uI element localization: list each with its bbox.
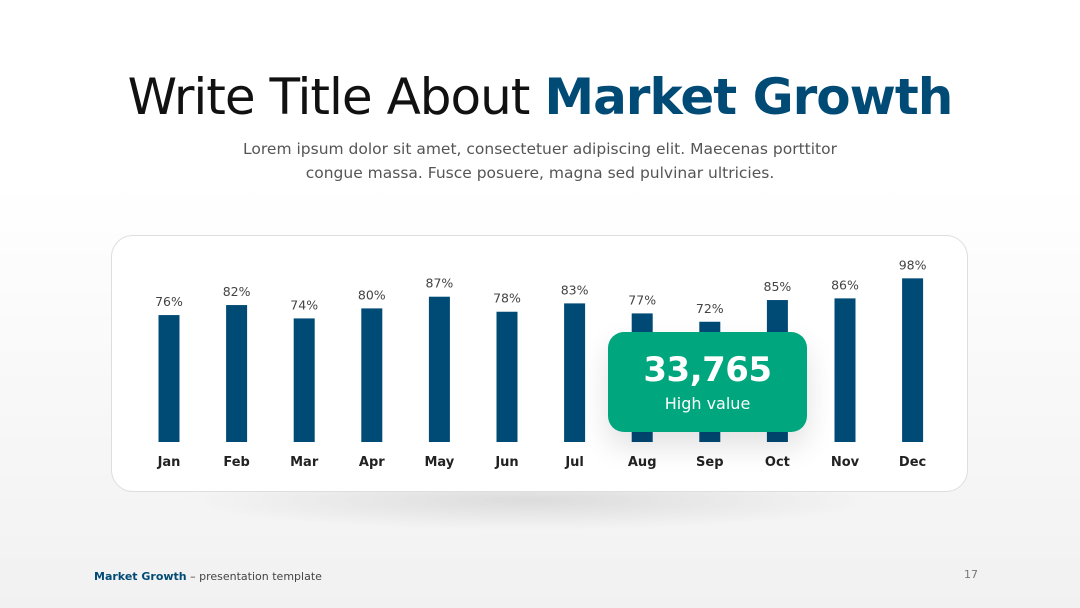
chart-card: 76% Jan 82% Feb 74% Mar 80% Apr 87% May 78% Jun 83% J…: [111, 235, 968, 492]
bar-feb: [226, 305, 248, 442]
value-label-mar: 74%: [290, 297, 318, 312]
callout-label: High value: [664, 394, 751, 413]
value-label-jun: 78%: [493, 291, 521, 306]
value-label-oct: 85%: [764, 279, 792, 294]
value-label-dec: 98%: [899, 257, 927, 272]
page-title: Write Title About Market Growth: [0, 68, 1080, 126]
x-tick-label-aug: Aug: [628, 455, 657, 470]
page-number: 17: [964, 568, 978, 581]
value-label-feb: 82%: [223, 284, 251, 299]
value-label-sep: 72%: [696, 301, 724, 316]
value-label-apr: 80%: [358, 287, 386, 302]
x-tick-label-jun: Jun: [494, 455, 518, 470]
value-label-aug: 77%: [628, 292, 656, 307]
bar-jan: [158, 315, 180, 442]
bar-jun: [496, 311, 518, 442]
title-plain: Write Title About: [127, 68, 545, 126]
x-tick-label-mar: Mar: [290, 455, 319, 470]
bar-may: [428, 296, 450, 442]
x-tick-label-jan: Jan: [157, 455, 181, 470]
value-label-may: 87%: [426, 276, 454, 291]
bar-nov: [834, 298, 856, 442]
x-tick-label-oct: Oct: [765, 455, 790, 470]
high-value-callout: 33,765 High value: [608, 332, 807, 432]
x-tick-label-sep: Sep: [696, 455, 724, 470]
x-tick-label-jul: Jul: [564, 455, 584, 470]
x-tick-label-may: May: [425, 455, 455, 470]
page-subtitle: Lorem ipsum dolor sit amet, consectetuer…: [243, 140, 837, 182]
value-label-jul: 83%: [561, 282, 589, 297]
value-label-nov: 86%: [831, 277, 859, 292]
footer-text: – presentation template: [186, 570, 322, 583]
x-tick-label-nov: Nov: [831, 455, 860, 470]
footer: Market Growth – presentation template: [94, 570, 322, 583]
x-tick-label-dec: Dec: [899, 455, 926, 470]
x-tick-label-feb: Feb: [223, 455, 249, 470]
bar-jul: [564, 303, 586, 442]
title-accent: Market Growth: [544, 68, 953, 126]
bar-apr: [361, 308, 383, 442]
value-label-jan: 76%: [155, 294, 183, 309]
x-tick-label-apr: Apr: [359, 455, 385, 470]
callout-value: 33,765: [643, 350, 772, 390]
bar-dec: [902, 278, 924, 442]
footer-brand: Market Growth: [94, 570, 187, 583]
bar-mar: [293, 318, 315, 442]
bar-chart: 76% Jan 82% Feb 74% Mar 80% Apr 87% May 78% Jun 83% J…: [155, 257, 927, 470]
